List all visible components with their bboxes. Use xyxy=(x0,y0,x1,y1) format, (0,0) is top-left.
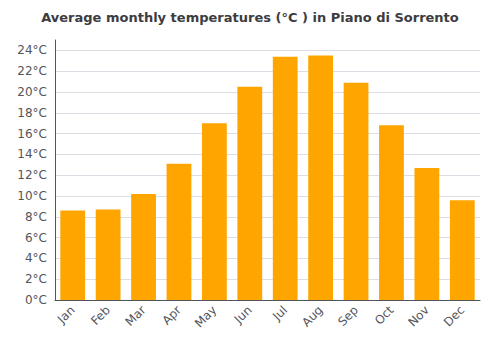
svg-text:6°C: 6°C xyxy=(25,231,47,245)
svg-text:10°C: 10°C xyxy=(17,189,47,203)
svg-text:18°C: 18°C xyxy=(17,106,47,120)
svg-text:20°C: 20°C xyxy=(17,85,47,99)
svg-text:Feb: Feb xyxy=(88,303,113,328)
svg-text:Average monthly temperatures (: Average monthly temperatures (°C ) in Pi… xyxy=(41,10,459,25)
svg-text:22°C: 22°C xyxy=(17,64,47,78)
svg-text:12°C: 12°C xyxy=(17,168,47,182)
svg-text:2°C: 2°C xyxy=(25,272,47,286)
svg-text:14°C: 14°C xyxy=(17,147,47,161)
svg-text:Sep: Sep xyxy=(335,303,361,329)
svg-text:Aug: Aug xyxy=(299,303,325,329)
svg-text:16°C: 16°C xyxy=(17,127,47,141)
svg-text:0°C: 0°C xyxy=(25,293,47,307)
svg-text:24°C: 24°C xyxy=(17,43,47,57)
svg-text:May: May xyxy=(192,303,219,330)
svg-text:Apr: Apr xyxy=(159,303,184,328)
svg-text:Jul: Jul xyxy=(269,303,290,324)
svg-text:Dec: Dec xyxy=(441,303,467,329)
svg-text:8°C: 8°C xyxy=(25,210,47,224)
svg-text:Oct: Oct xyxy=(372,303,397,328)
svg-text:4°C: 4°C xyxy=(25,251,47,265)
svg-text:Nov: Nov xyxy=(405,303,431,329)
svg-text:Mar: Mar xyxy=(123,303,149,329)
svg-text:Jan: Jan xyxy=(54,303,78,327)
svg-text:Jun: Jun xyxy=(231,303,255,327)
